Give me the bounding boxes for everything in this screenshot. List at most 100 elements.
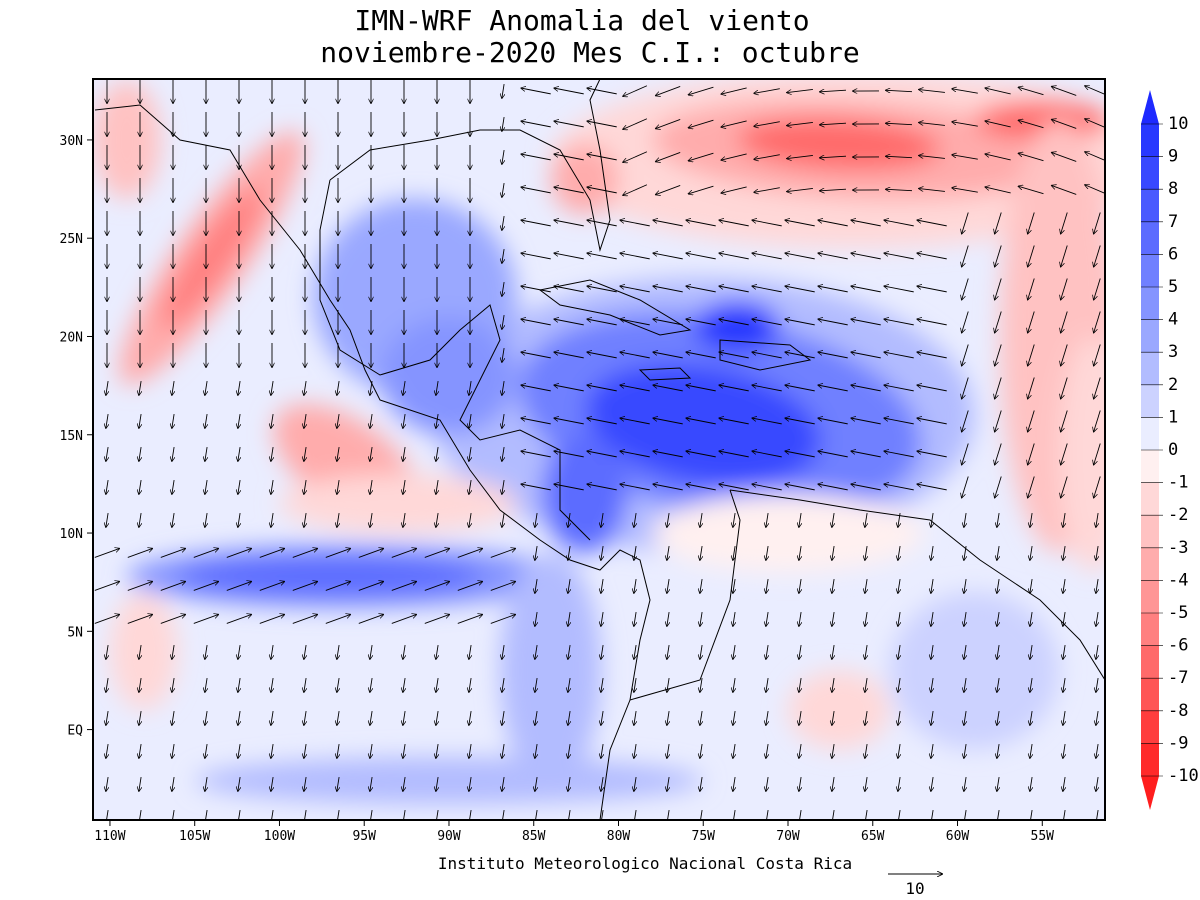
wind-vector xyxy=(620,286,650,293)
wind-vector xyxy=(653,385,683,392)
wind-vector xyxy=(686,352,716,359)
wind-vector xyxy=(106,645,108,659)
wind-vector xyxy=(820,90,847,92)
wind-vector xyxy=(1028,311,1035,332)
wind-vector xyxy=(139,480,141,494)
wind-vector xyxy=(587,385,617,392)
wind-vector xyxy=(851,253,881,260)
anomaly-blob xyxy=(1059,336,1105,573)
wind-vector xyxy=(962,443,969,464)
colorbar-label: -9 xyxy=(1168,733,1188,753)
wind-vector xyxy=(1028,245,1035,266)
shading xyxy=(93,79,1105,805)
wind-vector xyxy=(667,777,669,791)
wind-vector xyxy=(719,418,749,425)
wind-vector xyxy=(995,344,1002,365)
wind-vector xyxy=(587,121,617,128)
wind-vector xyxy=(964,744,966,758)
wind-vector xyxy=(898,678,900,692)
wind-vector xyxy=(238,447,240,461)
wind-vector xyxy=(1096,645,1098,659)
wind-vector xyxy=(469,414,471,428)
wind-vector xyxy=(700,645,702,659)
wind-vector xyxy=(106,678,108,692)
wind-vector xyxy=(370,711,372,725)
anomaly-blob xyxy=(788,670,890,750)
colorbar-segment xyxy=(1141,156,1159,190)
wind-vector xyxy=(754,121,780,127)
wind-vector xyxy=(785,286,815,293)
wind-vector xyxy=(766,777,768,791)
wind-vector xyxy=(865,810,867,820)
wind-vector xyxy=(766,579,768,593)
wind-vector xyxy=(436,480,438,494)
wind-vector xyxy=(259,549,284,558)
anomaly-blob xyxy=(194,757,704,805)
wind-vector xyxy=(832,645,834,659)
lon-tick-label: 105W xyxy=(179,829,210,844)
wind-vector xyxy=(785,352,815,359)
wind-vector xyxy=(205,810,207,820)
wind-vector xyxy=(502,480,504,494)
title: IMN-WRF Anomalia del viento xyxy=(354,4,809,37)
colorbar-segment xyxy=(1141,189,1159,222)
wind-vector xyxy=(865,678,867,692)
colorbar-label: -3 xyxy=(1168,538,1188,558)
wind-vector xyxy=(403,810,405,820)
wind-vector xyxy=(818,385,848,392)
wind-vector xyxy=(1030,546,1032,560)
wind-vector xyxy=(997,513,999,527)
wind-vector xyxy=(271,810,273,820)
anomaly-blob xyxy=(177,556,483,596)
wind-vector xyxy=(818,286,848,293)
wind-vector xyxy=(1061,278,1068,299)
wind-vector xyxy=(521,319,551,326)
wind-vector xyxy=(391,582,416,591)
wind-vector xyxy=(884,385,914,392)
wind-vector xyxy=(587,352,617,359)
colorbar-label: 2 xyxy=(1168,375,1178,395)
lat-tick-label: 5N xyxy=(67,625,83,640)
wind-vector xyxy=(721,87,747,94)
wind-vector xyxy=(554,484,584,491)
wind-vector xyxy=(851,385,881,392)
wind-vector xyxy=(325,582,350,591)
wind-vector xyxy=(172,777,174,791)
colorbar-label: -4 xyxy=(1168,570,1188,590)
wind-vector xyxy=(193,582,218,591)
wind-vector xyxy=(1028,344,1035,365)
wind-vector xyxy=(686,484,716,491)
wind-vector xyxy=(962,344,969,365)
wind-vector xyxy=(719,286,749,293)
wind-vector xyxy=(568,777,570,791)
wind-vector xyxy=(587,88,617,95)
wind-vector xyxy=(424,582,449,591)
wind-vector xyxy=(436,513,438,527)
lon-tick-label: 70W xyxy=(776,829,800,844)
wind-vector xyxy=(1094,476,1101,497)
wind-vector xyxy=(1096,777,1098,791)
wind-vector xyxy=(719,451,749,458)
wind-vector xyxy=(952,122,978,127)
wind-vector xyxy=(1094,344,1101,365)
wind-vector xyxy=(787,154,813,158)
wind-vector xyxy=(752,220,782,227)
wind-vector xyxy=(785,418,815,425)
wind-vector xyxy=(502,117,504,131)
wind-vector xyxy=(686,319,716,326)
wind-vector xyxy=(205,480,207,494)
wind-vector xyxy=(271,678,273,692)
wind-vector xyxy=(568,546,570,560)
wind-vector xyxy=(490,549,515,558)
wind-vector xyxy=(832,678,834,692)
wind-vector xyxy=(1094,278,1101,299)
wind-vector xyxy=(337,810,339,820)
colorbar-segment xyxy=(1141,384,1159,418)
wind-vector xyxy=(752,484,782,491)
wind-vector xyxy=(139,447,141,461)
wind-vector xyxy=(700,546,702,560)
wind-vector xyxy=(271,777,273,791)
wind-vector xyxy=(656,119,681,128)
wind-vector xyxy=(568,678,570,692)
anomaly-blob xyxy=(93,80,161,199)
